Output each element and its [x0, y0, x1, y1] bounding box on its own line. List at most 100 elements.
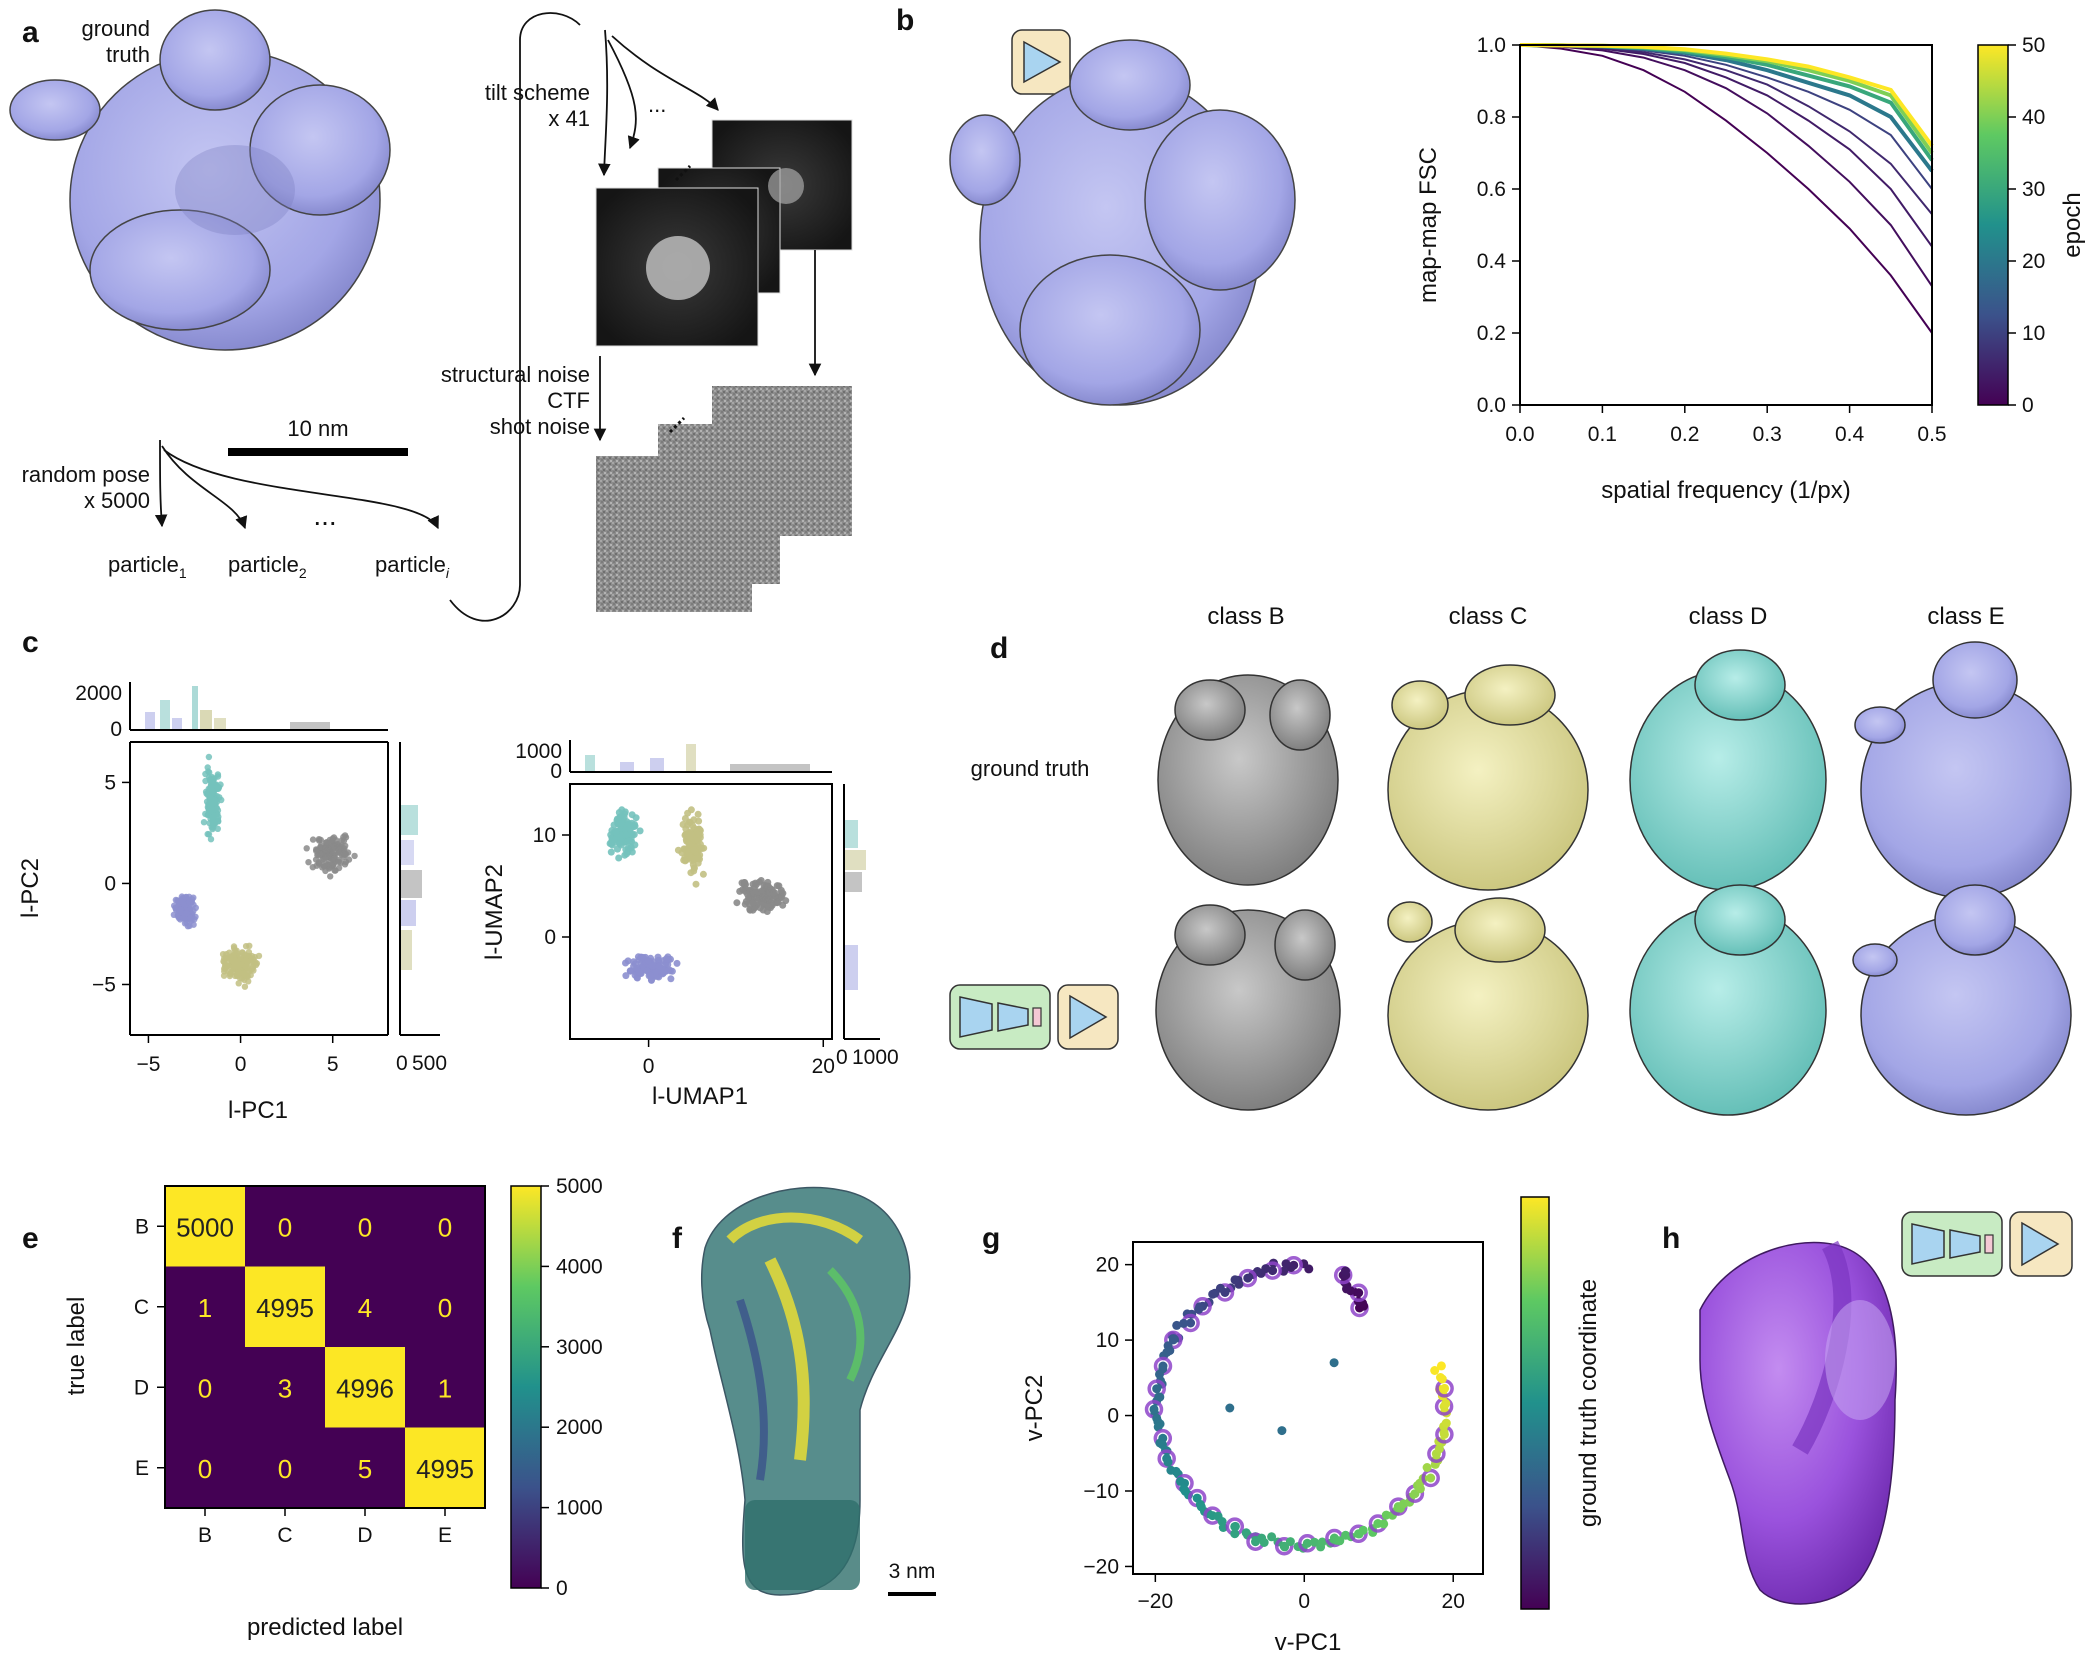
vpca-point — [1194, 1304, 1204, 1314]
pca-xtick-label: 5 — [327, 1053, 339, 1076]
umap-points — [606, 806, 790, 984]
cm-cell-D-E — [405, 1347, 485, 1428]
pca-point-class-C — [230, 945, 238, 952]
pca-point-class-B — [327, 873, 334, 880]
fsc-line-epoch-10 — [1519, 44, 1933, 190]
shot-noise-label: shot noise — [490, 414, 590, 439]
pca-point-class-C — [240, 970, 248, 978]
cm-cell-C-E — [405, 1266, 485, 1347]
tilt-arrows — [598, 29, 719, 177]
pca-point-class-B — [342, 858, 350, 866]
fsc-line-epoch-6 — [1519, 44, 1933, 215]
pca-point-class-D — [209, 814, 216, 821]
vpca-point — [1172, 1320, 1182, 1330]
umap-point-class-D — [618, 806, 626, 814]
pca-point-class-C — [244, 958, 251, 965]
umap-point-class-D — [612, 827, 620, 835]
fsc-cbtick-label: 30 — [2022, 178, 2045, 201]
pca-xtick-label: 0 — [235, 1053, 247, 1076]
pca-point-class-E — [190, 901, 197, 908]
umap-point-class-B — [738, 879, 746, 887]
vpca-ytick-label: −10 — [1083, 1480, 1119, 1503]
umap-yticks: 0 10 — [533, 824, 570, 949]
vpca-xticks: −20 0 20 — [1138, 1574, 1465, 1613]
fsc-ytick-label: 0.4 — [1477, 250, 1507, 273]
pca-point-class-C — [236, 974, 244, 981]
vpca-point — [1163, 1457, 1173, 1467]
vpca-point — [1436, 1373, 1445, 1382]
pose-arrows — [154, 439, 439, 530]
umap-point-class-E — [635, 968, 643, 976]
cm-cbtick-label: 3000 — [556, 1336, 603, 1359]
pca-point-class-D — [214, 807, 222, 814]
pca-point-class-E — [191, 916, 198, 923]
cm-value-C-D: 4 — [358, 1293, 372, 1323]
cm-value-E-E: 4995 — [416, 1454, 474, 1484]
vpca-point — [1168, 1335, 1178, 1345]
cm-cell-E-B — [165, 1427, 245, 1508]
vpca-point — [1176, 1476, 1185, 1486]
pca-top-histogram: 2000 0 — [75, 682, 388, 741]
cm-ytick-label: B — [135, 1215, 149, 1238]
pca-point-class-B — [322, 853, 330, 861]
fsc-xtick-label: 0.3 — [1753, 423, 1782, 446]
panel-a: a ground truth 10 nm random pose x 5000 … — [9, 9, 853, 622]
cm-ytick-label: E — [135, 1457, 149, 1480]
ground-truth-row-label: ground truth — [971, 756, 1090, 781]
cm-xtick-label: D — [357, 1524, 372, 1547]
umap-point-class-E — [622, 959, 629, 967]
umap-point-class-E — [644, 957, 652, 965]
confusion-matrix: 5000 0 0 0 1 4995 4 0 0 3 4996 1 0 0 5 4995 B C D E B C D E p… — [63, 1175, 603, 1641]
umap-point-class-E — [655, 962, 663, 970]
vpca-highlight-ring — [1193, 1297, 1212, 1316]
fsc-xticks: 0.0 0.1 0.2 0.3 0.4 0.5 — [1505, 405, 1947, 446]
umap-point-class-B — [773, 882, 781, 890]
vpca-point — [1152, 1384, 1162, 1394]
scale-bar-3nm-label: 3 nm — [889, 1560, 936, 1583]
pca-point-class-C — [226, 972, 233, 980]
fsc-axes-frame — [1519, 44, 1933, 406]
umap-point-class-E — [643, 967, 651, 975]
scale-bar-label: 10 nm — [287, 416, 348, 441]
class-c-ground-truth-map — [1387, 664, 1589, 891]
panel-letter-h: h — [1662, 1222, 1680, 1255]
vpca-yticks: −20 −10 0 10 20 — [1083, 1254, 1133, 1578]
particle-1-label: particle1 — [108, 552, 187, 581]
umap-point-class-D — [620, 813, 628, 821]
pca-ytick-label: 0 — [104, 872, 116, 895]
panel-e: e 5000 0 0 0 1 4995 4 0 0 3 4996 1 0 0 5 4995 B C D E B C D E… — [22, 1175, 603, 1641]
cm-cell-D-C — [245, 1347, 325, 1428]
umap-point-class-E — [622, 972, 630, 980]
vpca-ytick-label: 0 — [1107, 1405, 1119, 1428]
pca-scatter-chart: −5 0 5 −5 0 5 l-PC1 l-PC2 — [17, 741, 389, 1124]
cm-cell-B-E — [405, 1186, 485, 1267]
panel-letter-g: g — [982, 1222, 1000, 1255]
fsc-ytick-label: 1.0 — [1477, 34, 1506, 57]
umap-ytick-label: 0 — [544, 926, 556, 949]
vpca-colorbar-label: ground truth coordinate — [1575, 1279, 1602, 1527]
fsc-ylabel: map-map FSC — [1415, 147, 1442, 303]
cm-value-B-D: 0 — [358, 1212, 372, 1242]
vpca-point — [1440, 1383, 1450, 1393]
pca-xticks: −5 0 5 — [136, 1035, 339, 1076]
superposed-atomic-models — [700, 1186, 911, 1596]
vpca-point — [1422, 1463, 1432, 1472]
class-d-reconstructed-map — [1629, 884, 1827, 1116]
class-c-reconstructed-map — [1387, 897, 1589, 1111]
noisy-projections — [596, 386, 852, 612]
vpca-ytick-label: −20 — [1083, 1555, 1119, 1578]
pca-ylabel: l-PC2 — [17, 858, 44, 918]
panel-f: f 3 nm — [672, 1186, 936, 1596]
panel-letter-a: a — [22, 16, 39, 49]
fsc-line-epoch-4 — [1519, 44, 1933, 248]
pca-right-hist-tick-0: 0 — [396, 1052, 408, 1075]
umap-point-class-C — [685, 840, 693, 848]
vpca-point — [1436, 1361, 1446, 1371]
cm-value-B-B: 5000 — [176, 1212, 234, 1242]
fsc-ytick-label: 0.8 — [1477, 106, 1506, 129]
cm-cell-D-D — [325, 1347, 405, 1428]
fsc-ytick-label: 0.6 — [1477, 178, 1506, 201]
umap-point-class-C — [687, 830, 695, 838]
pca-point-class-D — [202, 777, 209, 785]
vpca-point — [1267, 1532, 1277, 1542]
